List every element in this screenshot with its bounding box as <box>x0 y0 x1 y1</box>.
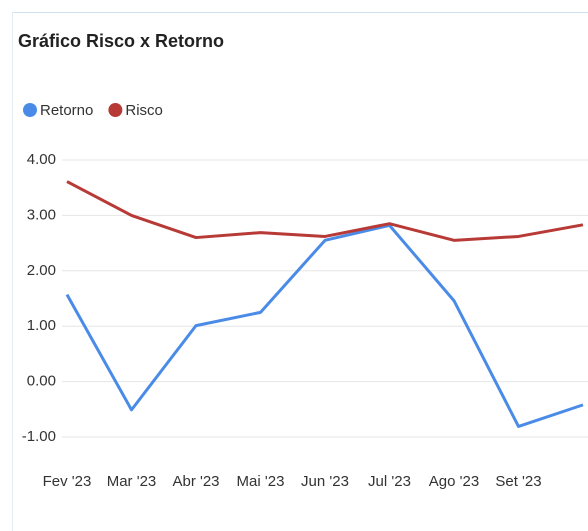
x-tick-label: Set '23 <box>495 473 541 490</box>
x-tick-label: Abr '23 <box>172 473 219 490</box>
legend-label: Retorno <box>40 102 93 119</box>
y-tick-label: 1.00 <box>27 317 56 334</box>
x-tick-label: Ago '23 <box>429 473 479 490</box>
x-tick-label: Mar '23 <box>107 473 157 490</box>
line-series <box>66 180 584 242</box>
legend-marker <box>108 103 123 117</box>
x-tick-label: Mai '23 <box>237 473 285 490</box>
y-tick-label: 4.00 <box>27 151 56 168</box>
legend-marker <box>23 103 37 117</box>
line-series <box>65 223 584 428</box>
x-tick-label: Jul '23 <box>368 473 411 490</box>
y-tick-label: -1.00 <box>22 428 56 445</box>
y-tick-label: 3.00 <box>27 206 56 223</box>
x-tick-label: Fev '23 <box>43 473 92 490</box>
y-tick-label: 0.00 <box>27 373 56 390</box>
legend-label: Risco <box>125 102 163 119</box>
x-tick-label: Jun '23 <box>301 473 349 490</box>
y-tick-label: 2.00 <box>27 262 56 279</box>
chart-title: Gráfico Risco x Retorno <box>18 31 224 51</box>
